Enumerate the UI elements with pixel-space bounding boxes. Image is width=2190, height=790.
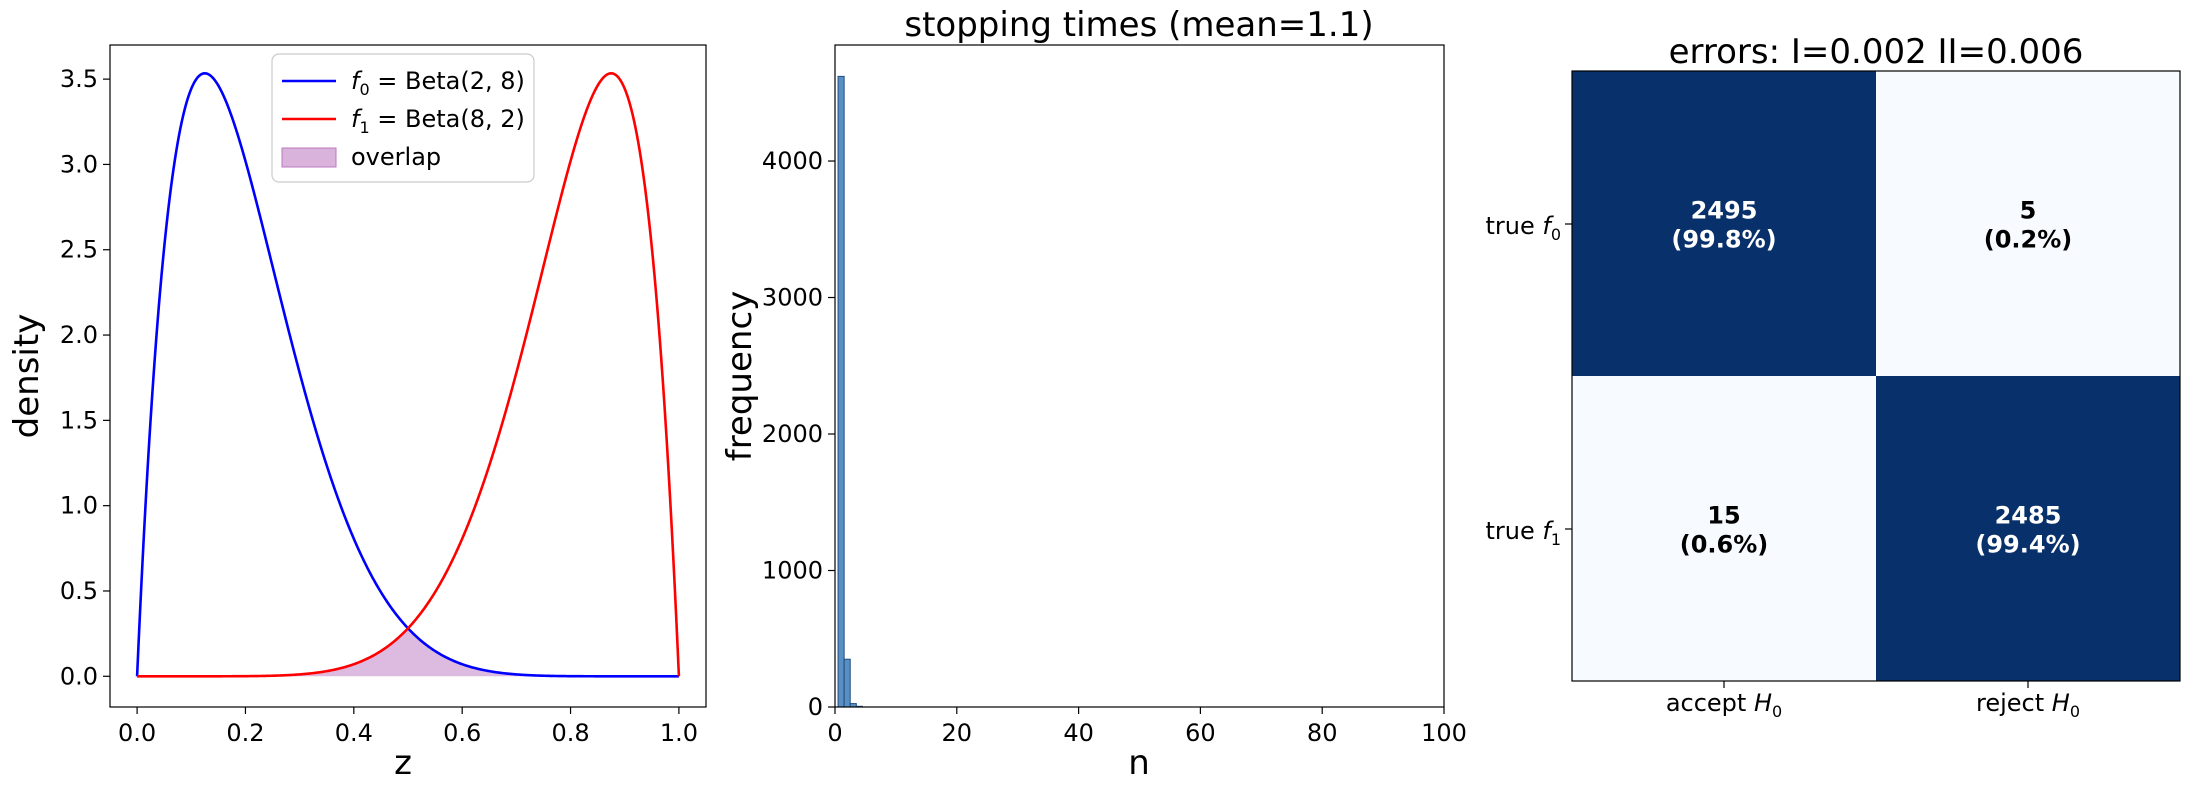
x-tick-label: 0.4	[335, 719, 373, 747]
x-tick-label: 60	[1185, 719, 1216, 747]
histogram-axes-frame	[834, 44, 1445, 708]
legend-label-f0: f0 = Beta(2, 8)	[351, 67, 525, 99]
y-tick-label: 2000	[762, 420, 823, 448]
density-axes-frame	[109, 44, 707, 708]
y-tick-label: 3000	[762, 284, 823, 312]
legend-frame	[271, 53, 535, 183]
confusion-axes-frame	[1571, 70, 2181, 682]
y-tick-label: 1.5	[60, 406, 98, 434]
cell-percent: (99.4%)	[1975, 531, 2080, 559]
legend-label-overlap: overlap	[351, 143, 441, 171]
x-tick-label: 100	[1421, 719, 1467, 747]
cell-percent: (99.8%)	[1671, 226, 1776, 254]
col-label-accept-h0: accept H0	[1666, 689, 1782, 721]
confusion-cell	[1572, 71, 1876, 376]
y-tick-label: 1.0	[60, 492, 98, 520]
x-tick-label: 20	[942, 719, 973, 747]
y-tick-label: 3.0	[60, 150, 98, 178]
density-curve-f1	[137, 71, 681, 678]
confusion-panel: errors: I=0.002 II=0.006 2495(99.8%)5(0.…	[1485, 32, 2181, 721]
confusion-title: errors: I=0.002 II=0.006	[1669, 32, 2084, 72]
cell-percent: (0.6%)	[1680, 531, 1769, 559]
y-tick-label: 2.0	[60, 321, 98, 349]
histogram-title: stopping times (mean=1.1)	[904, 5, 1373, 45]
histogram-x-label: n	[1128, 743, 1150, 783]
density-plot-area	[135, 71, 681, 678]
y-tick-label: 4000	[762, 147, 823, 175]
x-tick-label: 80	[1307, 719, 1338, 747]
cell-count: 2495	[1691, 197, 1758, 225]
y-tick-label: 2.5	[60, 236, 98, 264]
confusion-cells: 2495(99.8%) 5(0.2%) 15(0.6%) 2485(99.4%)	[1572, 71, 2180, 681]
cell-count: 2485	[1995, 502, 2062, 530]
histogram-bar	[843, 658, 851, 708]
x-tick-label: 1.0	[660, 719, 698, 747]
y-tick-label: 0.0	[60, 662, 98, 690]
histogram-bar	[837, 75, 845, 708]
histogram-y-ticks: 0 1000 2000 3000 4000	[762, 147, 835, 721]
density-legend: f0 = Beta(2, 8) f1 = Beta(8, 2) overlap	[271, 53, 535, 183]
legend-swatch-overlap	[281, 147, 337, 168]
legend-label-f1: f1 = Beta(8, 2)	[351, 105, 525, 137]
y-tick-label: 3.5	[60, 65, 98, 93]
confusion-cell	[1572, 376, 1876, 681]
density-x-ticks: 0.0 0.2 0.4 0.6 0.8 1.0	[118, 707, 698, 747]
y-tick-label: 0	[808, 693, 823, 721]
x-tick-label: 0.6	[443, 719, 481, 747]
histogram-x-ticks: 0 20 40 60 80 100	[827, 707, 1467, 747]
x-tick-label: 0.2	[226, 719, 264, 747]
col-label-reject-h0: reject H0	[1976, 689, 2080, 721]
x-tick-label: 0	[827, 719, 842, 747]
density-y-ticks: 0.0 0.5 1.0 1.5 2.0 2.5 3.0 3.5	[60, 65, 110, 690]
row-label-true-f0: true f0	[1485, 212, 1561, 244]
cell-count: 5	[2020, 197, 2037, 225]
cell-count: 15	[1707, 502, 1740, 530]
overlap-area	[137, 628, 679, 677]
density-y-label: density	[7, 314, 47, 439]
x-tick-label: 40	[1063, 719, 1094, 747]
row-label-true-f1: true f1	[1485, 517, 1561, 549]
cell-percent: (0.2%)	[1984, 226, 2073, 254]
x-tick-label: 0.8	[551, 719, 589, 747]
histogram-bars	[837, 75, 863, 708]
confusion-cell	[1876, 376, 2180, 681]
density-x-label: z	[394, 743, 412, 783]
histogram-panel: 0 20 40 60 80 100 0 1000 2000 3000 4000 stopping …	[720, 5, 1467, 783]
y-tick-label: 0.5	[60, 577, 98, 605]
density-panel: 0.0 0.2 0.4 0.6 0.8 1.0 0.0 0.5 1.0 1.5 2.0 2.5 3.0…	[7, 44, 707, 783]
confusion-cell	[1876, 71, 2180, 376]
x-tick-label: 0.0	[118, 719, 156, 747]
y-tick-label: 1000	[762, 557, 823, 585]
histogram-y-label: frequency	[720, 291, 760, 462]
